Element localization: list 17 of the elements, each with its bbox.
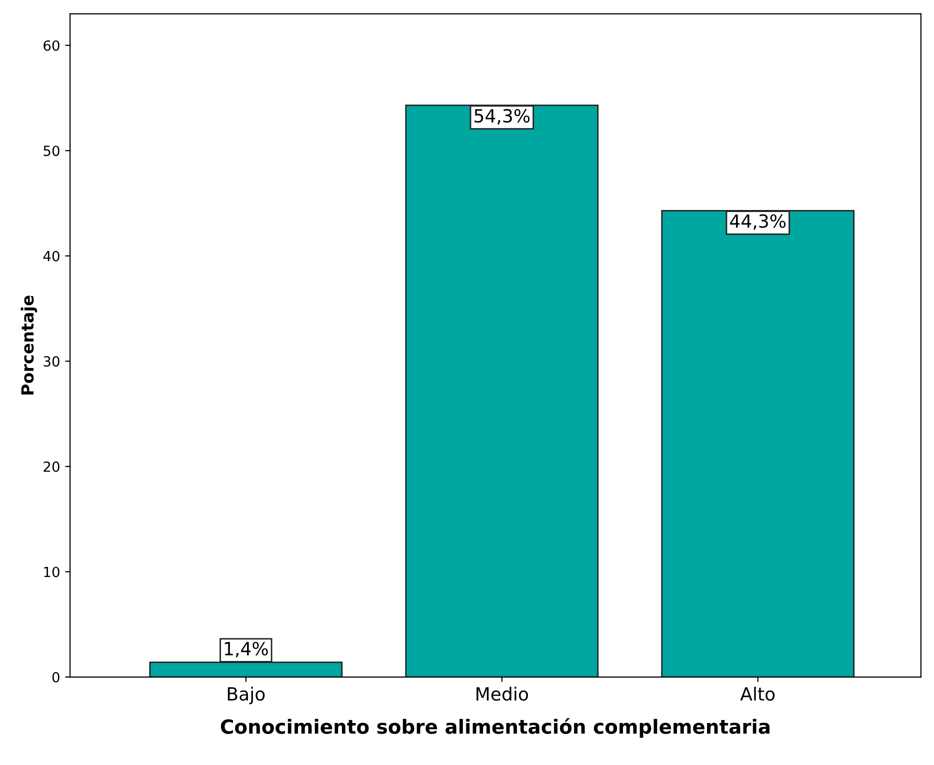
- y-tick-label: 20: [44, 461, 60, 472]
- x-tick-label: Alto: [740, 686, 775, 701]
- data-label: 1,4%: [224, 642, 268, 658]
- y-tick-label: 0: [52, 672, 60, 682]
- y-tick-label: 40: [43, 250, 60, 262]
- data-label: 44,3%: [730, 214, 786, 230]
- y-tick-label: 60: [44, 40, 60, 51]
- bar: [661, 210, 855, 678]
- y-tick-label: 10: [44, 566, 60, 578]
- y-tick-label: 30: [44, 356, 60, 367]
- bar: [405, 104, 599, 678]
- x-tick-label: Bajo: [228, 686, 265, 704]
- data-label: 54,3%: [474, 108, 530, 124]
- y-axis-title: Porcentaje: [20, 296, 38, 394]
- y-tick-label: 50: [44, 146, 60, 156]
- x-axis-title: Conocimiento sobre alimentación complementaria: [220, 718, 770, 738]
- x-tick-label: Medio: [476, 686, 528, 701]
